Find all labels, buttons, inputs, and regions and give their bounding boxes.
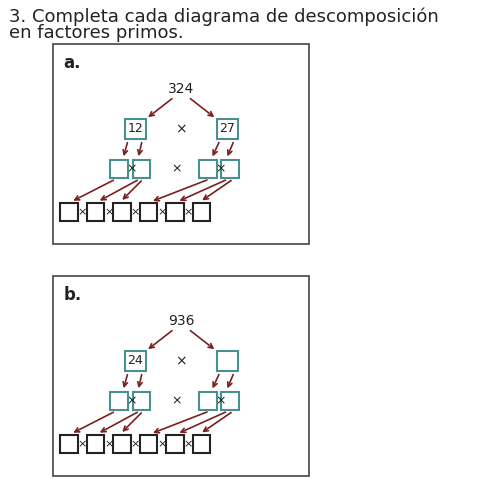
Text: ×: ×	[78, 207, 87, 217]
Text: ×: ×	[127, 394, 137, 408]
FancyBboxPatch shape	[166, 203, 184, 221]
FancyBboxPatch shape	[125, 351, 146, 371]
FancyBboxPatch shape	[199, 392, 217, 410]
FancyBboxPatch shape	[125, 119, 146, 139]
Text: a.: a.	[64, 54, 81, 72]
Text: 936: 936	[168, 314, 194, 328]
Text: ×: ×	[104, 207, 113, 217]
FancyBboxPatch shape	[217, 119, 238, 139]
Text: en factores primos.: en factores primos.	[9, 24, 184, 42]
FancyBboxPatch shape	[139, 203, 157, 221]
FancyBboxPatch shape	[166, 435, 184, 453]
Text: ×: ×	[175, 122, 187, 136]
FancyBboxPatch shape	[221, 160, 239, 178]
Text: ×: ×	[171, 163, 182, 176]
Text: 324: 324	[168, 82, 194, 96]
FancyBboxPatch shape	[60, 203, 78, 221]
FancyBboxPatch shape	[113, 435, 131, 453]
FancyBboxPatch shape	[192, 435, 210, 453]
FancyBboxPatch shape	[110, 160, 128, 178]
Text: ×: ×	[215, 394, 225, 408]
FancyBboxPatch shape	[217, 351, 238, 371]
FancyBboxPatch shape	[110, 392, 128, 410]
Text: 3. Completa cada diagrama de descomposición: 3. Completa cada diagrama de descomposic…	[9, 8, 438, 26]
Bar	[53, 276, 309, 476]
Text: ×: ×	[131, 207, 140, 217]
FancyBboxPatch shape	[221, 392, 239, 410]
FancyBboxPatch shape	[86, 435, 104, 453]
Text: ×: ×	[171, 394, 182, 408]
FancyBboxPatch shape	[192, 203, 210, 221]
Text: ×: ×	[175, 354, 187, 368]
FancyBboxPatch shape	[60, 435, 78, 453]
Text: 12: 12	[127, 123, 143, 135]
FancyBboxPatch shape	[133, 392, 150, 410]
Text: 27: 27	[219, 123, 235, 135]
FancyBboxPatch shape	[86, 203, 104, 221]
FancyBboxPatch shape	[113, 203, 131, 221]
Bar	[53, 44, 309, 244]
Text: ×: ×	[157, 439, 166, 449]
FancyBboxPatch shape	[199, 160, 217, 178]
Text: ×: ×	[104, 439, 113, 449]
Text: ×: ×	[215, 163, 225, 176]
Text: b.: b.	[64, 286, 82, 304]
Text: ×: ×	[78, 439, 87, 449]
Text: 24: 24	[127, 355, 143, 368]
Text: ×: ×	[131, 439, 140, 449]
Text: ×: ×	[184, 439, 193, 449]
Text: ×: ×	[184, 207, 193, 217]
Text: ×: ×	[127, 163, 137, 176]
Text: ×: ×	[157, 207, 166, 217]
FancyBboxPatch shape	[139, 435, 157, 453]
FancyBboxPatch shape	[133, 160, 150, 178]
